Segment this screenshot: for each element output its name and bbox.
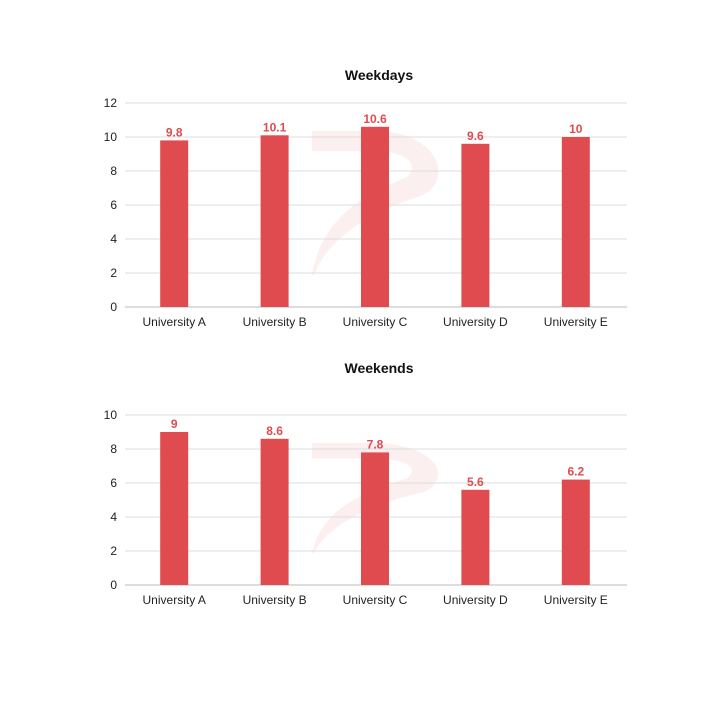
bars [160, 432, 590, 585]
bar [561, 137, 590, 307]
bar [260, 135, 289, 307]
data-label: 5.6 [467, 475, 484, 489]
bar [461, 143, 490, 307]
labels: 0 2 4 6 8 10 12 9.8 University A 10.1 University B… [104, 96, 608, 329]
x-tick-label: University B [243, 315, 307, 329]
y-tick-label: 2 [110, 266, 117, 280]
x-tick-label: University D [443, 315, 508, 329]
y-tick-label: 6 [110, 476, 117, 490]
bar [361, 452, 389, 585]
gridlines [125, 102, 627, 308]
y-tick-label: 8 [110, 442, 117, 456]
y-tick-label: 4 [110, 232, 117, 246]
bars [160, 126, 590, 307]
x-tick-label: University C [343, 593, 408, 607]
y-tick-label: 4 [110, 510, 117, 524]
y-tick-label: 0 [110, 300, 117, 314]
chart-title: Weekdays [345, 67, 413, 83]
data-label: 9.6 [467, 129, 484, 143]
y-tick-label: 10 [104, 130, 118, 144]
weekdays-chart: 0 2 4 6 8 10 12 9.8 University A 10.1 University B… [104, 67, 627, 329]
weekends-chart: 0 2 4 6 8 10 9 University A 8.6 University B 7.8 Un… [104, 360, 627, 607]
data-label: 7.8 [367, 437, 384, 451]
data-label: 6.2 [567, 465, 584, 479]
data-label: 9 [171, 417, 178, 431]
x-tick-label: University A [143, 593, 206, 607]
data-label: 10.1 [263, 120, 287, 134]
bar [361, 126, 389, 307]
data-label: 10.6 [363, 112, 387, 126]
y-tick-label: 0 [110, 578, 117, 592]
x-tick-label: University A [143, 315, 206, 329]
x-tick-label: University B [243, 593, 307, 607]
y-tick-label: 10 [104, 408, 118, 422]
y-tick-label: 8 [110, 164, 117, 178]
bar [561, 479, 590, 585]
data-label: 10 [569, 122, 583, 136]
y-tick-label: 6 [110, 198, 117, 212]
y-tick-label: 12 [104, 96, 118, 110]
data-label: 8.6 [266, 424, 283, 438]
bar [160, 432, 189, 585]
bar [260, 438, 289, 585]
data-label: 9.8 [166, 125, 183, 139]
bar [461, 489, 490, 585]
bar [160, 140, 189, 307]
labels: 0 2 4 6 8 10 9 University A 8.6 University B 7.8 Un… [104, 408, 608, 607]
x-tick-label: University E [544, 593, 608, 607]
x-tick-label: University E [544, 315, 608, 329]
chart-title: Weekends [345, 360, 414, 376]
x-tick-label: University D [443, 593, 508, 607]
y-tick-label: 2 [110, 544, 117, 558]
x-tick-label: University C [343, 315, 408, 329]
